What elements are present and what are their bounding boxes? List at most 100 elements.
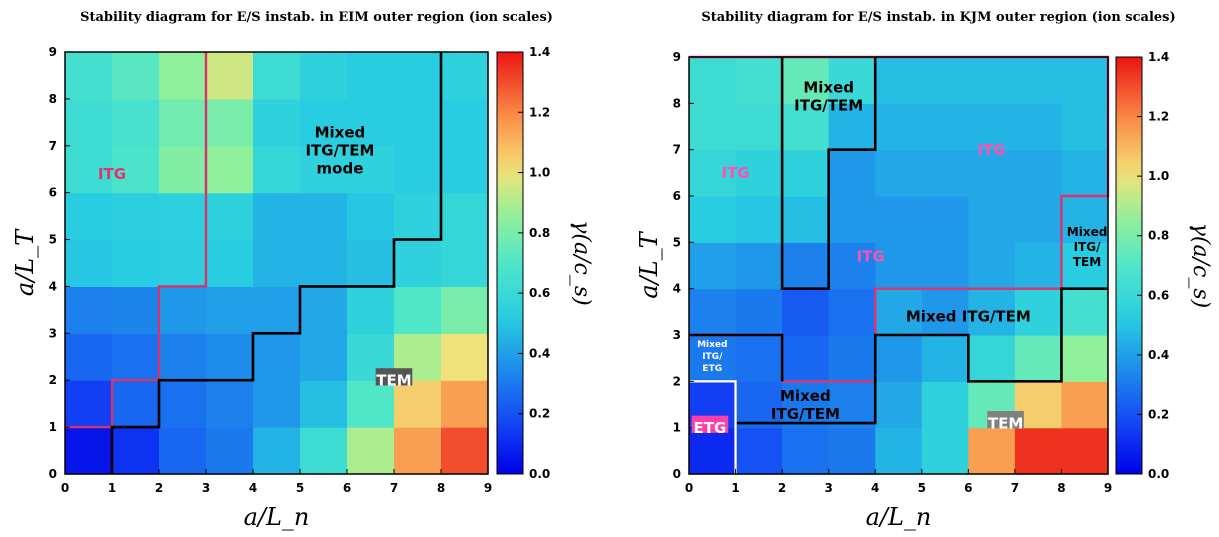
heatmap-cell (300, 98, 348, 147)
heatmap-cell (159, 98, 207, 147)
heatmap-cell (394, 52, 442, 100)
x-tick-label: 6 (343, 481, 351, 495)
heatmap-cell (206, 427, 254, 475)
heatmap-cell (968, 149, 1016, 197)
colorbar-tick-label: 0.6 (529, 286, 550, 300)
heatmap-cell (65, 145, 113, 194)
region-label: ITG/ (702, 352, 723, 362)
heatmap-cell (253, 427, 301, 475)
x-tick-label: 5 (918, 481, 926, 495)
region-label: Mixed (315, 124, 366, 142)
x-tick-label: 4 (871, 481, 879, 495)
heatmap-cell (441, 52, 489, 100)
y-axis-label: a/L_T (11, 228, 39, 296)
heatmap-cell (689, 149, 737, 197)
heatmap-cell (921, 57, 969, 104)
heatmap-cell (1014, 427, 1063, 475)
y-tick-label: 1 (673, 421, 681, 435)
heatmap-cell (828, 427, 876, 475)
heatmap-cell (300, 427, 348, 475)
heatmap-cell (253, 333, 301, 381)
x-tick-label: 9 (1104, 481, 1112, 495)
y-tick-label: 0 (673, 467, 681, 481)
region-label: ITG/TEM (771, 405, 840, 423)
region-label-badge (375, 368, 413, 386)
x-axis-label: a/L_n (244, 503, 310, 531)
heatmap-cell (875, 57, 923, 104)
x-tick-label: 0 (685, 481, 693, 495)
y-tick-label: 4 (49, 279, 57, 293)
x-tick-label: 8 (437, 481, 445, 495)
heatmap-cell (735, 242, 783, 290)
heatmap-cell (828, 242, 876, 290)
colorbar-tick-label: 1.0 (1148, 169, 1169, 183)
heatmap-cell (394, 427, 442, 475)
heatmap-cell (112, 380, 160, 428)
heatmap-cell (159, 145, 207, 194)
heatmap-cell (65, 286, 113, 334)
y-tick-label: 2 (673, 374, 681, 388)
heatmap-cell (782, 103, 830, 151)
heatmap-cell (1014, 103, 1063, 151)
heatmap-cell (782, 57, 830, 104)
heatmap-cell (1061, 335, 1109, 382)
x-tick-label: 7 (1011, 481, 1019, 495)
heatmap-cell (253, 52, 301, 100)
y-tick-label: 7 (673, 143, 681, 157)
heatmap-cell (828, 335, 876, 382)
heatmap-cell (828, 381, 876, 429)
colorbar-tick-label: 0.2 (1148, 407, 1169, 421)
heatmap-cell (1014, 196, 1063, 243)
heatmap-cell (347, 380, 395, 428)
heatmap-cell (65, 333, 113, 381)
region-label: ITG (857, 247, 885, 265)
region-label: TEM (988, 414, 1023, 432)
region-label: mode (317, 160, 364, 178)
heatmap-cell (921, 288, 969, 336)
region-boundary (689, 380, 737, 474)
colorbar-tick-label: 0.2 (529, 407, 550, 421)
chart-panel-1: Stability diagram for E/S instab. in EIM… (11, 10, 594, 531)
y-tick-label: 9 (49, 45, 57, 59)
heatmap-cell (828, 149, 876, 197)
heatmap-cell (875, 427, 923, 475)
plot-frame (688, 56, 1109, 475)
heatmap-cell (112, 145, 160, 194)
heatmap-cell (921, 149, 969, 197)
heatmap-cell (875, 149, 923, 197)
colorbar-tick-label: 1.2 (529, 105, 550, 119)
heatmap-cell (689, 335, 737, 382)
heatmap-cell (441, 427, 489, 475)
x-tick-label: 5 (296, 481, 304, 495)
region-label: ITG/TEM (794, 97, 863, 115)
y-tick-label: 5 (673, 235, 681, 249)
heatmap-cell (441, 98, 489, 147)
heatmap-cell (253, 380, 301, 428)
heatmap-cell (689, 57, 737, 104)
y-tick-label: 6 (49, 186, 57, 200)
region-label: Mixed (803, 79, 854, 97)
y-tick-label: 5 (49, 233, 57, 247)
heatmap-cell (1061, 103, 1109, 151)
heatmap-cell (159, 333, 207, 381)
heatmap-cell (112, 192, 160, 241)
heatmap-cell (735, 196, 783, 243)
region-boundary (110, 52, 443, 474)
heatmap-cell (921, 196, 969, 243)
region-label: ETG (694, 419, 727, 437)
region-label: Mixed (1067, 225, 1108, 239)
x-tick-label: 2 (155, 481, 163, 495)
colorbar-tick-label: 1.4 (1148, 50, 1169, 64)
heatmap-cell (394, 239, 442, 288)
x-tick-label: 8 (1057, 481, 1065, 495)
heatmap-cell (1061, 288, 1109, 336)
chart-panel-2: Stability diagram for E/S instab. in KJM… (635, 10, 1213, 531)
colorbar-tick-label: 0.4 (529, 346, 550, 360)
x-tick-label: 2 (778, 481, 786, 495)
heatmap-cell (1014, 242, 1063, 290)
heatmap-cell (441, 239, 489, 288)
region-label: TEM (1073, 255, 1101, 269)
heatmap-cell (968, 57, 1016, 104)
heatmap-cell (828, 196, 876, 243)
